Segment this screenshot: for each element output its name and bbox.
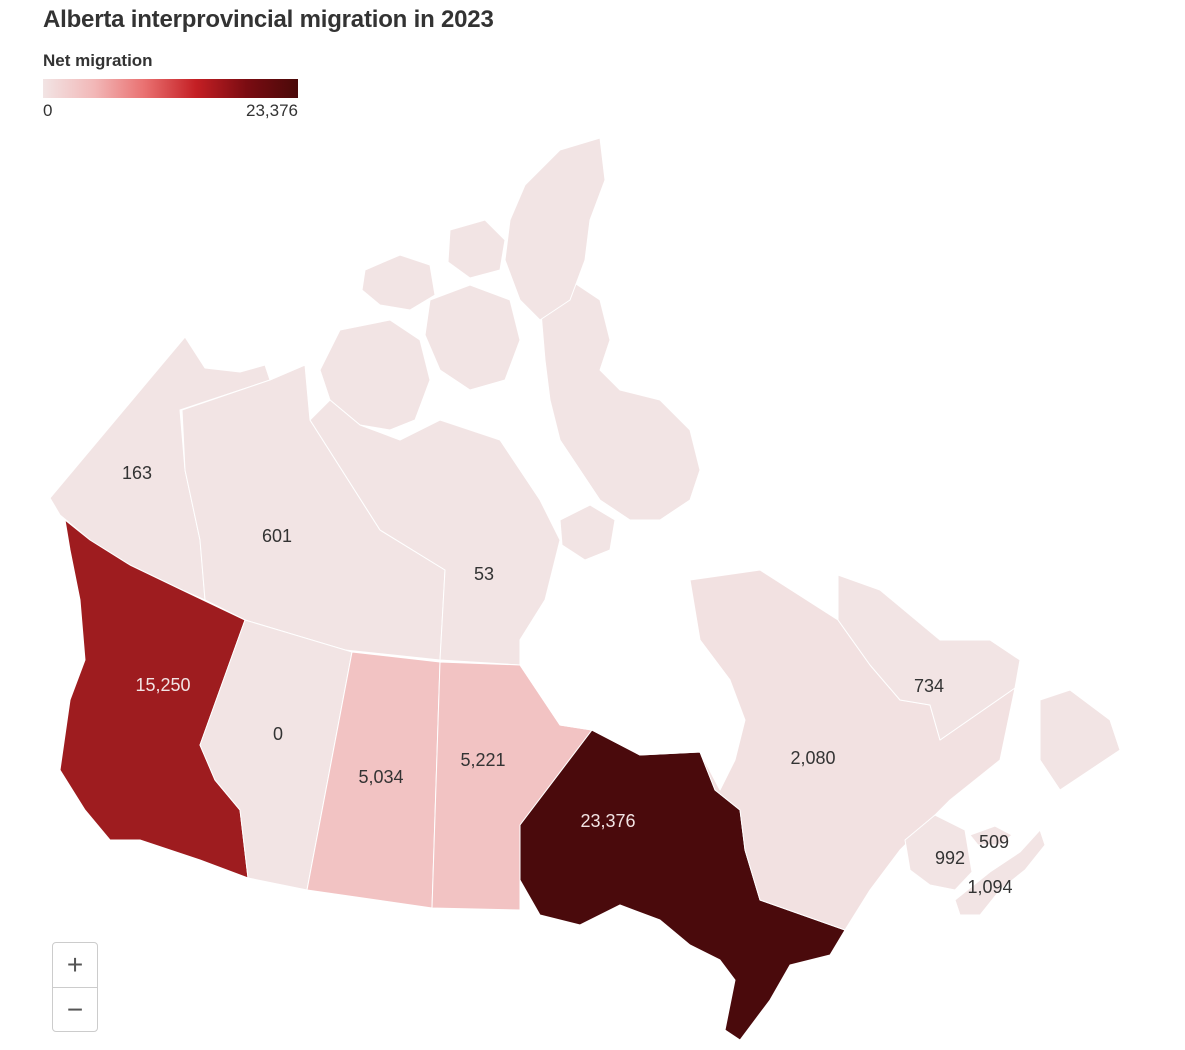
hudson-bay [519,584,746,791]
region-prince-edward-island[interactable] [969,825,1013,846]
region-value-label-saskatchewan: 5,034 [358,767,403,787]
legend-min-label: 0 [43,101,53,120]
legend-max-label: 23,376 [246,101,298,120]
region-value-label-british-columbia: 15,250 [135,675,190,695]
arctic-island-west[interactable] [361,254,436,311]
arctic-island-southampton[interactable] [559,504,616,561]
arctic-island-north[interactable] [447,219,506,279]
zoom-out-button[interactable]: − [53,987,97,1032]
region-value-label-nunavut: 53 [474,564,494,584]
region-value-label-quebec: 2,080 [790,748,835,768]
arctic-island-central[interactable] [424,284,521,391]
region-value-label-northwest-territories: 601 [262,526,292,546]
region-value-label-manitoba: 5,221 [460,750,505,770]
region-value-label-alberta: 0 [273,724,283,744]
region-british-columbia[interactable] [59,519,249,879]
arctic-island-ellesmere[interactable] [504,137,606,321]
region-value-label-nova-scotia: 1,094 [967,877,1012,897]
region-value-label-yukon: 163 [122,463,152,483]
arctic-island-baffin[interactable] [539,279,701,521]
legend-title: Net migration [43,51,153,70]
map-title: Alberta interprovincial migration in 202… [43,6,494,33]
region-newfoundland-and-labrador[interactable] [837,574,1121,791]
color-legend: Net migration 0 23,376 [43,51,343,120]
zoom-in-button[interactable]: + [66,949,84,980]
region-nova-scotia[interactable] [954,829,1046,916]
region-new-brunswick[interactable] [904,814,973,891]
region-value-label-new-brunswick: 992 [935,848,965,868]
region-value-label-prince-edward-island: 509 [979,832,1009,852]
arctic-island-victoria[interactable] [319,319,431,431]
zoom-control: + − [52,942,98,1032]
region-value-label-newfoundland-and-labrador: 734 [914,676,944,696]
region-value-label-ontario: 23,376 [580,811,635,831]
legend-gradient-bar [43,79,298,98]
region-nunavut[interactable] [309,399,561,666]
